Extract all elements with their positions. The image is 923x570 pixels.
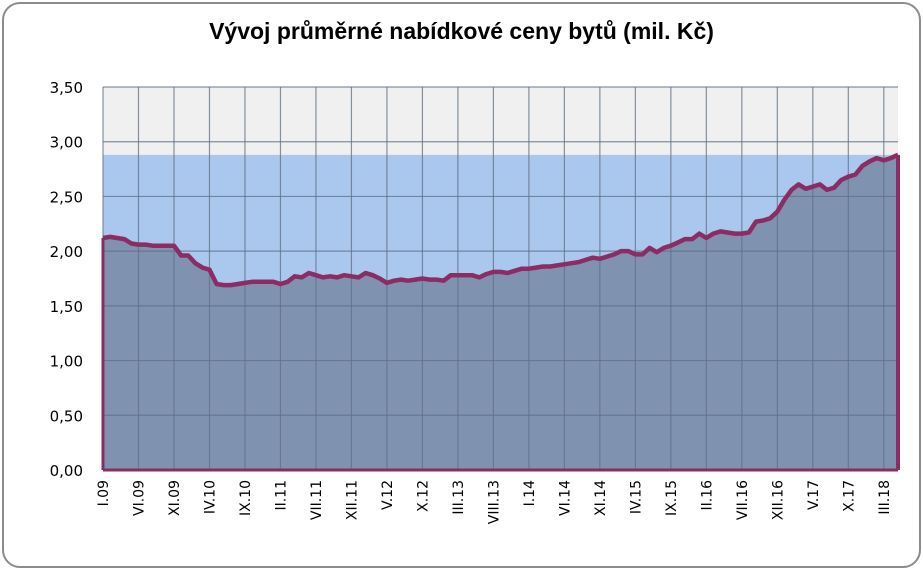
price-area (103, 154, 898, 471)
x-tick-label: X.17 (841, 480, 857, 512)
x-tick-label: II.11 (273, 480, 289, 511)
y-tick-label: 2,50 (50, 188, 83, 206)
y-axis-labels: 0,00 0,50 1,00 1,50 2,00 2,50 3,00 3,50 (50, 79, 83, 480)
x-tick-label: XII.16 (770, 480, 786, 520)
x-tick-label: X.12 (415, 480, 431, 512)
x-tick-label: XI.09 (167, 480, 183, 516)
x-tick-label: V.17 (806, 480, 822, 510)
x-tick-label: VII.11 (309, 480, 325, 520)
x-tick-label: I.09 (96, 480, 112, 506)
x-tick-label: IV.15 (628, 480, 644, 514)
x-axis-labels: I.09 VI.09 XI.09 IV.10 IX.10 II.11 VII.11 XII.1… (96, 480, 893, 524)
x-tick-label: IV.10 (202, 480, 218, 514)
y-tick-label: 1,00 (50, 353, 83, 371)
x-tick-label: IX.15 (664, 480, 680, 516)
x-tick-label: III.13 (451, 480, 467, 515)
y-tick-label: 0,00 (50, 462, 83, 480)
y-tick-label: 1,50 (50, 298, 83, 316)
x-tick-label: I.14 (522, 480, 538, 506)
x-tick-label: III.18 (877, 480, 893, 515)
price-line (101, 152, 900, 472)
y-tick-label: 3,00 (50, 134, 83, 152)
data-line (102, 152, 899, 288)
x-tick-label: XII.11 (344, 480, 360, 520)
y-tick-label: 0,50 (50, 407, 83, 425)
y-tick-label: 3,50 (50, 79, 83, 97)
x-tick-label: V.12 (380, 480, 396, 510)
area-fill (103, 154, 898, 471)
x-tick-label: VI.09 (131, 480, 147, 516)
x-tick-label: IX.10 (238, 480, 254, 516)
chart-title: Vývoj průměrné nabídkové ceny bytů (mil.… (209, 18, 714, 44)
x-tick-label: VII.16 (735, 480, 751, 520)
x-tick-label: XI.14 (593, 480, 609, 516)
y-tick-label: 2,00 (50, 243, 83, 261)
x-tick-label: II.16 (699, 480, 715, 511)
x-tick-label: VIII.13 (486, 480, 502, 524)
x-tick-label: VI.14 (557, 480, 573, 516)
